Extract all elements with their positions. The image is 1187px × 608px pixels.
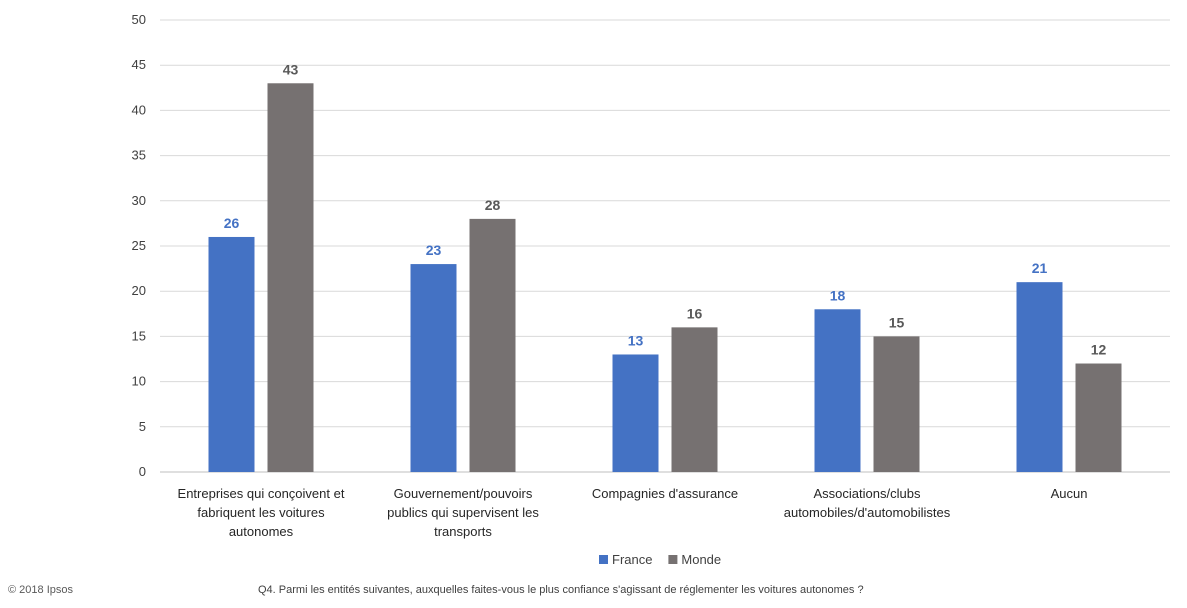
y-tick-label: 35 — [132, 148, 146, 163]
y-tick-label: 50 — [132, 12, 146, 27]
y-tick-label: 5 — [139, 419, 146, 434]
data-label-monde-4: 15 — [889, 314, 905, 330]
y-tick-label: 30 — [132, 193, 146, 208]
y-tick-label: 25 — [132, 238, 146, 253]
data-label-monde-5: 12 — [1091, 342, 1107, 358]
bar-monde-1 — [267, 83, 314, 472]
bar-chart: 0 5 10 15 20 25 30 35 40 45 50 26 43 23 28 13 16 18 15 21 1… — [132, 12, 1170, 567]
category-label: Gouvernement/pouvoirs — [394, 486, 533, 501]
category-label: transports — [434, 524, 492, 539]
data-label-france-3: 13 — [628, 332, 644, 348]
y-tick-label: 0 — [139, 464, 146, 479]
data-label-france-1: 26 — [224, 215, 240, 231]
legend-label-france: France — [612, 552, 652, 567]
category-label: Associations/clubs — [814, 486, 921, 501]
question-footnote: Q4. Parmi les entités suivantes, auxquel… — [258, 584, 864, 596]
category-label: Aucun — [1051, 486, 1088, 501]
bar-monde-2 — [469, 218, 516, 472]
bar-monde-5 — [1075, 363, 1122, 472]
category-label: publics qui supervisent les — [387, 505, 539, 520]
data-label-monde-2: 28 — [485, 197, 501, 213]
category-labels: Entreprises qui conçoivent et fabriquent … — [178, 486, 1088, 539]
category-label: fabriquent les voitures — [197, 505, 325, 520]
bar-france-4 — [814, 309, 861, 472]
legend-swatch-monde — [668, 555, 678, 564]
bar-france-2 — [410, 264, 457, 472]
bar-france-1 — [208, 236, 255, 472]
data-label-france-5: 21 — [1032, 260, 1048, 276]
category-label: Entreprises qui conçoivent et — [178, 486, 345, 501]
legend: France Monde — [599, 552, 721, 567]
bars — [208, 83, 1122, 472]
data-label-france-4: 18 — [830, 287, 846, 303]
category-label: autonomes — [229, 524, 294, 539]
legend-swatch-france — [599, 555, 608, 564]
bar-monde-3 — [671, 327, 718, 472]
bar-monde-4 — [873, 336, 920, 472]
y-tick-label: 40 — [132, 102, 146, 117]
y-tick-label: 45 — [132, 57, 146, 72]
y-tick-label: 15 — [132, 328, 146, 343]
y-tick-label: 10 — [132, 374, 146, 389]
category-label: automobiles/d'automobilistes — [784, 505, 951, 520]
data-label-monde-1: 43 — [283, 61, 299, 77]
y-tick-label: 20 — [132, 283, 146, 298]
gridlines — [160, 19, 1170, 473]
data-labels: 26 43 23 28 13 16 18 15 21 12 — [224, 61, 1107, 357]
copyright-text: © 2018 Ipsos — [8, 584, 73, 596]
bar-france-5 — [1016, 282, 1063, 472]
data-label-france-2: 23 — [426, 242, 442, 258]
data-label-monde-3: 16 — [687, 305, 703, 321]
legend-label-monde: Monde — [681, 552, 721, 567]
category-label: Compagnies d'assurance — [592, 486, 738, 501]
bar-france-3 — [612, 354, 659, 472]
y-axis-tick-labels: 0 5 10 15 20 25 30 35 40 45 50 — [132, 12, 146, 479]
